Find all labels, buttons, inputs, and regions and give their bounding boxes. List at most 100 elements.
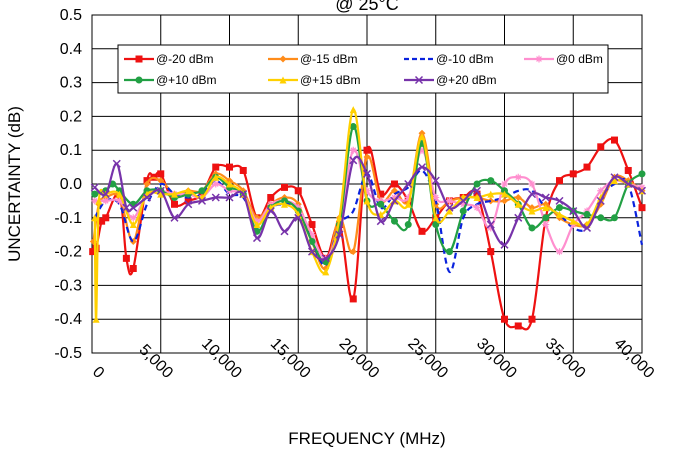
data-point — [376, 217, 385, 226]
legend-item: @0 dBm — [524, 52, 603, 66]
legend-label: @+15 dBm — [300, 73, 361, 87]
data-point — [377, 190, 385, 198]
data-point — [198, 187, 206, 195]
data-point — [92, 315, 100, 323]
data-point — [486, 220, 495, 229]
data-point — [322, 268, 330, 276]
data-point — [129, 265, 137, 272]
data-point — [129, 203, 138, 212]
legend-box — [117, 44, 609, 94]
data-point — [638, 170, 646, 178]
data-point — [528, 180, 536, 188]
data-point — [122, 254, 130, 262]
data-point — [611, 136, 618, 144]
data-point — [514, 200, 522, 208]
data-point — [432, 194, 440, 202]
data-point — [514, 194, 522, 202]
data-point — [239, 190, 248, 199]
data-point — [239, 166, 247, 174]
data-point — [500, 240, 509, 249]
data-point — [336, 214, 343, 222]
x-tick-label: 25,000 — [404, 335, 451, 382]
data-point — [527, 190, 537, 199]
data-point — [226, 163, 233, 171]
data-point — [459, 196, 468, 205]
data-point — [252, 234, 262, 243]
data-point — [638, 204, 646, 212]
data-point — [212, 180, 220, 188]
data-point — [528, 224, 536, 232]
legend-marker — [135, 55, 143, 63]
data-point — [184, 187, 192, 195]
data-point — [446, 207, 453, 215]
data-point — [556, 210, 563, 218]
legend-marker — [135, 76, 143, 84]
data-point — [157, 190, 165, 198]
data-point — [157, 177, 165, 185]
data-point — [112, 159, 121, 168]
data-point — [611, 177, 618, 185]
data-point — [211, 193, 220, 202]
data-point — [556, 177, 563, 185]
data-point — [473, 180, 481, 188]
data-point — [555, 196, 564, 205]
chart-title: @ 25°C — [335, 0, 399, 14]
data-point — [101, 190, 110, 199]
data-point — [308, 221, 316, 229]
data-point — [637, 186, 647, 195]
data-point — [321, 254, 330, 263]
data-point — [445, 203, 454, 212]
data-point — [102, 214, 110, 222]
data-point — [583, 163, 591, 171]
data-point — [129, 214, 137, 222]
legend-label: @+10 dBm — [156, 73, 217, 87]
data-point — [501, 180, 508, 188]
data-point — [487, 248, 495, 256]
x-tick-label: 30,000 — [473, 335, 520, 382]
data-point — [102, 197, 110, 205]
data-point — [472, 186, 482, 195]
y-tick-label: 0.5 — [60, 7, 82, 24]
series-lines — [89, 106, 647, 331]
data-point — [349, 123, 357, 131]
data-point — [473, 194, 481, 202]
x-tick-label: 15,000 — [267, 335, 314, 382]
data-point — [362, 169, 372, 178]
y-tick-label: -0.1 — [54, 210, 82, 227]
data-point — [197, 196, 207, 205]
data-point — [404, 200, 412, 208]
data-point — [91, 214, 99, 222]
data-point — [122, 203, 131, 212]
data-point — [116, 190, 123, 198]
data-point — [267, 194, 275, 202]
y-tick-label: -0.4 — [54, 311, 82, 328]
data-point — [308, 231, 316, 239]
data-point — [459, 207, 467, 215]
data-point — [569, 170, 577, 178]
legend-item: @-10 dBm — [404, 52, 494, 66]
data-point — [487, 177, 495, 185]
y-tick-label: 0.3 — [60, 75, 82, 92]
data-point — [556, 248, 563, 256]
y-tick-label: -0.5 — [54, 345, 82, 362]
data-point — [157, 170, 165, 178]
data-point — [541, 193, 550, 202]
data-point — [280, 227, 289, 236]
data-point — [281, 200, 288, 208]
data-point — [528, 207, 536, 215]
data-point — [156, 186, 165, 195]
x-tick-label: 10,000 — [198, 335, 245, 382]
data-point — [390, 196, 399, 205]
data-point — [528, 315, 536, 323]
legend-item: @+10 dBm — [124, 73, 217, 87]
data-point — [569, 207, 578, 216]
data-point — [91, 190, 99, 198]
y-axis-ticks: 0.5 0.4 0.3 0.2 0.1 0.0 -0.1 -0.2 -0.3 -0.4 -0.5 — [54, 7, 82, 362]
data-point — [212, 173, 220, 181]
legend-label: @-15 dBm — [300, 52, 358, 66]
data-point — [597, 214, 605, 222]
data-point — [446, 248, 453, 256]
data-point — [459, 200, 467, 208]
data-point — [281, 183, 288, 191]
